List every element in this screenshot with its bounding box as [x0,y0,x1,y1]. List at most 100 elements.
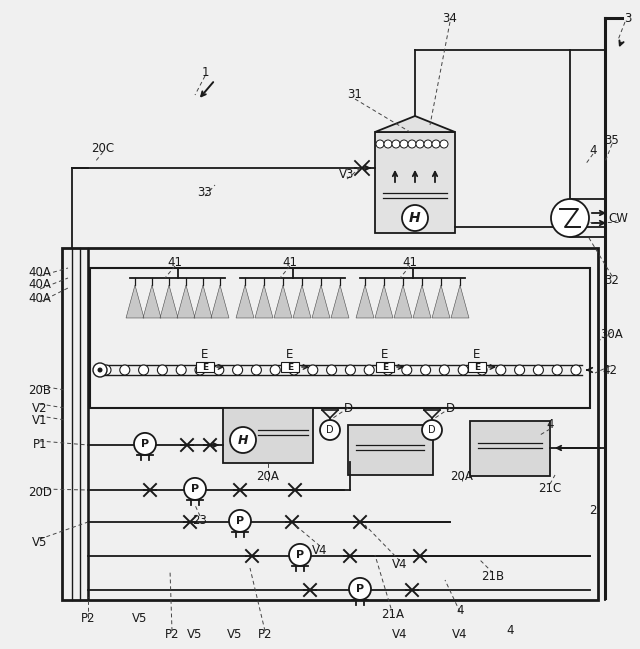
Text: 3: 3 [624,12,632,25]
Polygon shape [394,285,412,318]
Circle shape [551,199,589,237]
Text: E: E [381,349,388,361]
Text: P2: P2 [164,628,179,641]
Text: E: E [474,363,480,371]
Circle shape [496,365,506,375]
Circle shape [384,140,392,148]
Circle shape [229,510,251,532]
Bar [196,362,214,372]
Circle shape [195,365,205,375]
Polygon shape [255,285,273,318]
Circle shape [139,365,148,375]
Text: 20D: 20D [28,487,52,500]
Circle shape [376,140,384,148]
Text: 32: 32 [605,273,620,286]
Circle shape [320,420,340,440]
Text: 4: 4 [456,604,464,617]
Text: 20A: 20A [451,471,474,484]
Polygon shape [211,285,229,318]
Circle shape [214,365,224,375]
Circle shape [420,365,431,375]
Text: E: E [202,363,208,371]
Bar [62,248,598,600]
Text: 30A: 30A [600,328,623,341]
Polygon shape [194,285,212,318]
Circle shape [552,365,562,375]
Circle shape [440,365,449,375]
Text: V4: V4 [392,559,408,572]
Polygon shape [432,285,450,318]
Circle shape [515,365,525,375]
Circle shape [440,140,448,148]
Polygon shape [236,285,254,318]
Bar [375,132,455,233]
Text: 2: 2 [589,504,596,517]
Bar [223,408,313,463]
Polygon shape [356,285,374,318]
Circle shape [364,365,374,375]
Bar [348,425,433,475]
Text: 4: 4 [547,419,554,432]
Text: V5: V5 [227,628,243,641]
Circle shape [383,365,393,375]
Text: V5: V5 [32,537,48,550]
Polygon shape [126,285,144,318]
Text: P2: P2 [81,611,95,624]
Circle shape [402,205,428,231]
Circle shape [101,365,111,375]
Circle shape [349,578,371,600]
Polygon shape [331,285,349,318]
Circle shape [392,140,400,148]
Text: V5: V5 [188,628,203,641]
Circle shape [93,363,107,377]
Text: V4: V4 [452,628,468,641]
Text: V4: V4 [392,628,408,641]
Text: P: P [356,584,364,594]
Text: 31: 31 [348,88,362,101]
Text: CW: CW [608,212,628,225]
Circle shape [289,365,299,375]
Circle shape [252,365,261,375]
Text: D: D [344,402,353,415]
Text: H: H [237,434,248,447]
Circle shape [422,420,442,440]
Circle shape [270,365,280,375]
Bar [90,268,590,408]
Circle shape [432,140,440,148]
Text: P: P [141,439,149,449]
Text: 41: 41 [282,256,298,269]
Text: P: P [191,484,199,494]
Polygon shape [143,285,161,318]
Text: 40A: 40A [29,278,51,291]
Text: P: P [296,550,304,560]
Circle shape [400,140,408,148]
Text: V3: V3 [339,169,355,182]
Polygon shape [413,285,431,318]
Text: E: E [382,363,388,371]
Text: 23: 23 [193,513,207,526]
Circle shape [326,365,337,375]
Text: 34: 34 [443,12,458,25]
Text: P: P [236,516,244,526]
Text: 41: 41 [168,256,182,269]
Text: 4: 4 [589,143,596,156]
Circle shape [308,365,318,375]
Bar [376,362,394,372]
Polygon shape [375,116,455,132]
Text: 1: 1 [201,66,209,79]
Text: 20C: 20C [92,141,115,154]
Text: D: D [428,425,436,435]
Text: 21A: 21A [381,609,404,622]
Text: 35: 35 [605,134,620,147]
Circle shape [289,544,311,566]
Text: E: E [474,349,481,361]
Text: 21C: 21C [538,482,562,495]
Text: V1: V1 [32,413,48,426]
Circle shape [134,433,156,455]
Circle shape [232,365,243,375]
Text: 40A: 40A [29,265,51,278]
Polygon shape [293,285,311,318]
Circle shape [157,365,168,375]
Text: V4: V4 [312,543,328,556]
Polygon shape [312,285,330,318]
